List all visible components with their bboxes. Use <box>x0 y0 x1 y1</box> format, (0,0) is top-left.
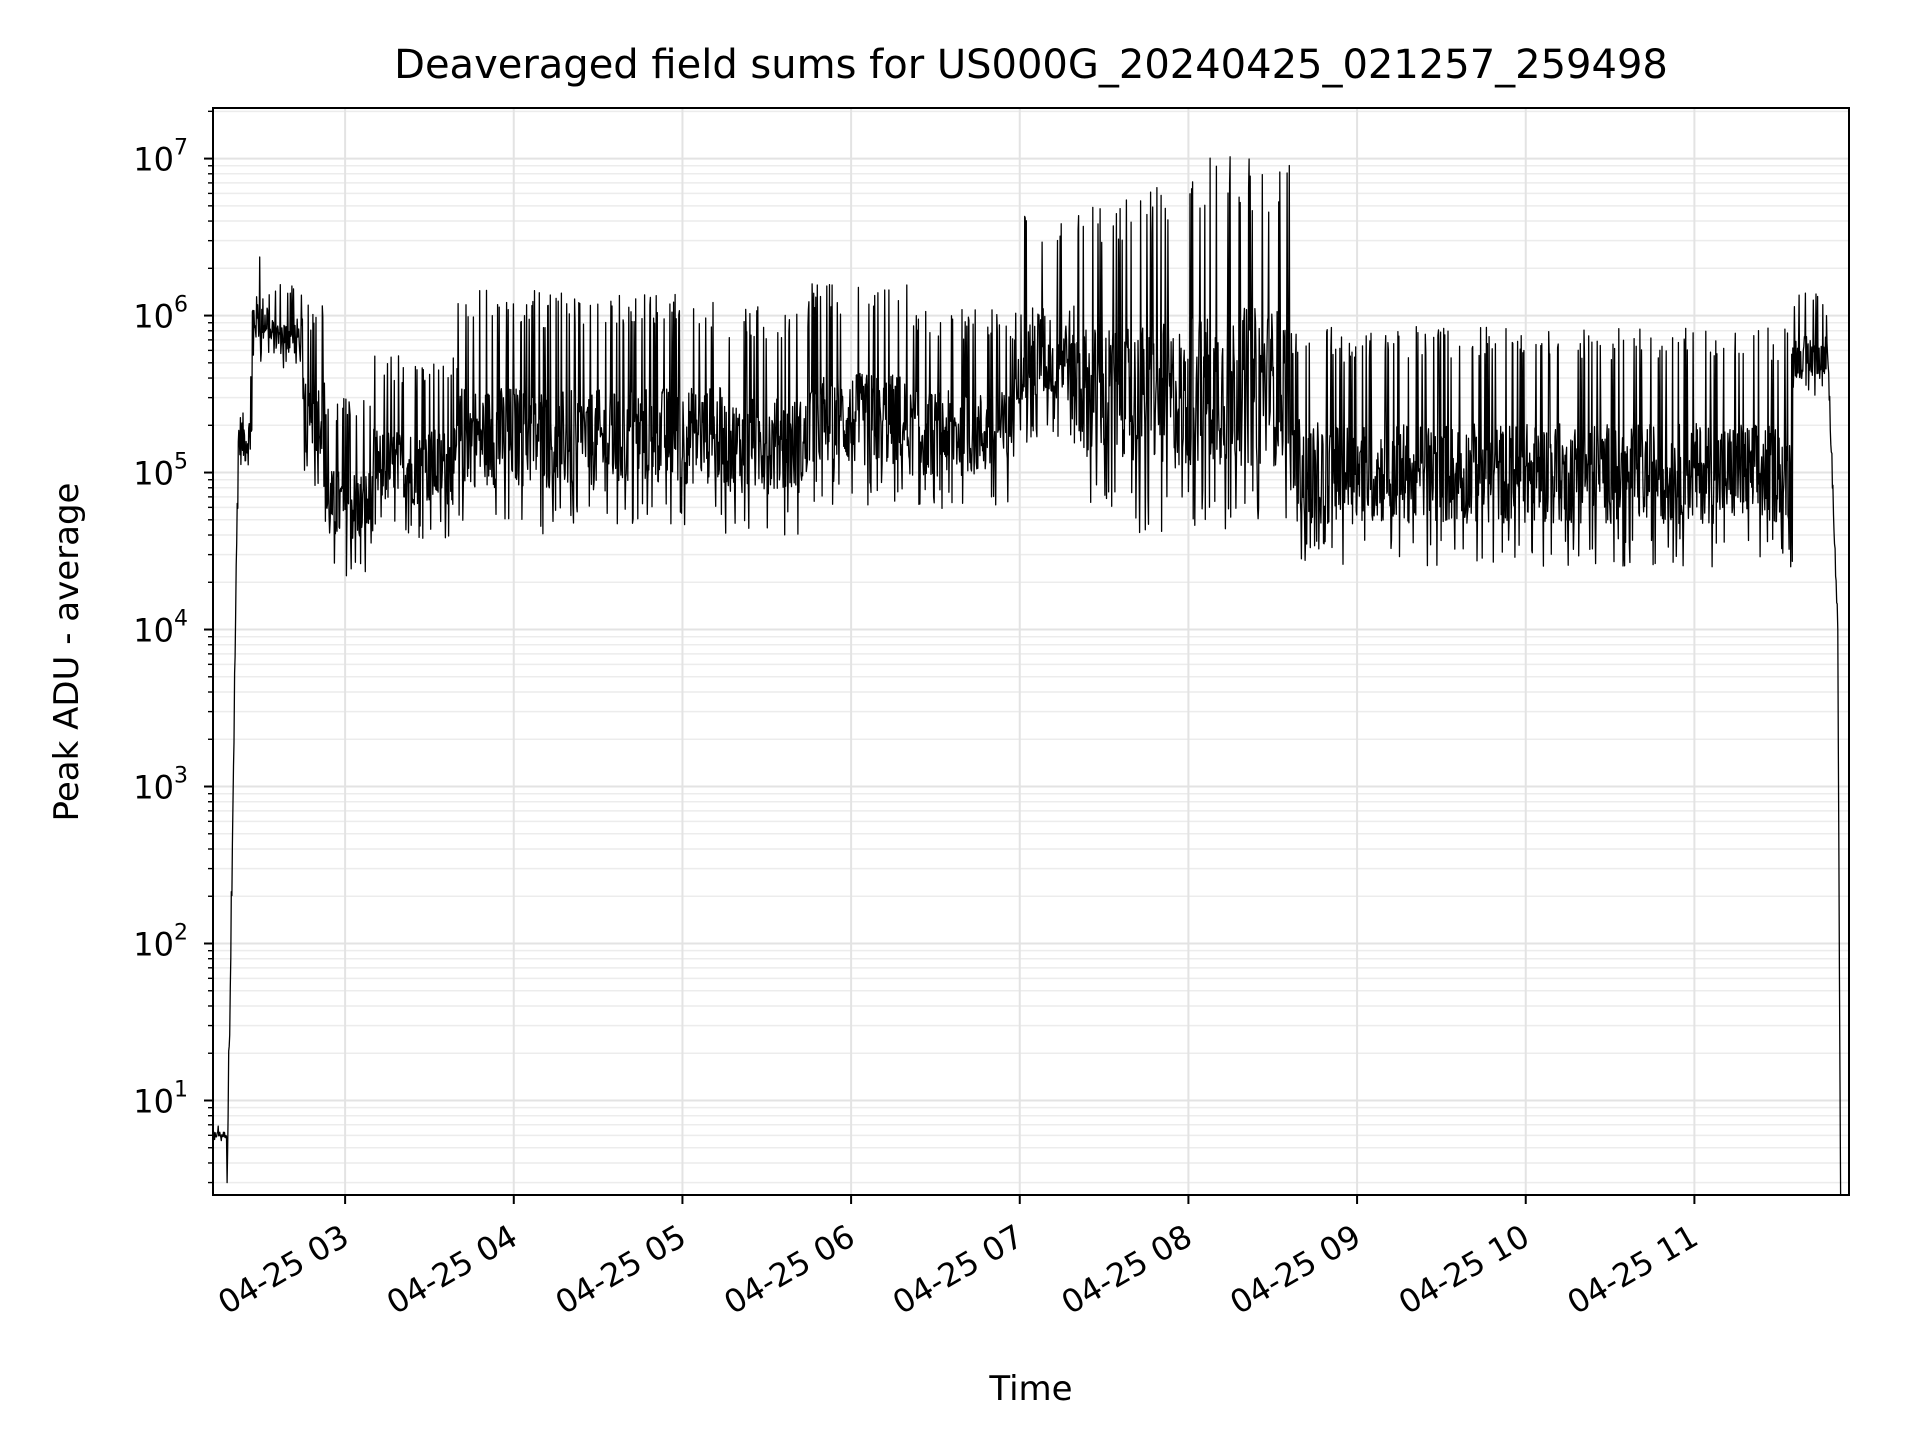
x-tick-label: 04-25 10 <box>1392 1217 1536 1322</box>
x-axis-label: Time <box>988 1369 1072 1409</box>
axis-ticks <box>204 110 1696 1204</box>
y-axis-label: Peak ADU - average <box>47 483 87 822</box>
x-tick-labels: 04-25 03 04-25 04 04-25 05 04-25 06 04-25 07… <box>212 1217 1705 1322</box>
x-tick-label: 04-25 09 <box>1223 1217 1367 1322</box>
y-tick-label: 106 <box>133 293 188 336</box>
y-tick-label: 103 <box>133 764 188 807</box>
y-tick-label: 107 <box>133 136 188 179</box>
x-tick-label: 04-25 07 <box>886 1217 1030 1322</box>
y-tick-labels: 101 102 103 104 105 106 107 <box>133 136 188 1121</box>
x-tick-label: 04-25 04 <box>380 1217 524 1322</box>
y-tick-label: 105 <box>133 450 188 493</box>
x-tick-label: 04-25 08 <box>1055 1217 1199 1322</box>
y-tick-label: 101 <box>133 1077 188 1120</box>
grid <box>213 108 1849 1195</box>
x-tick-label: 04-25 06 <box>717 1217 861 1322</box>
plot-frame <box>212 107 1850 1196</box>
chart-title: Deaveraged field sums for US000G_2024042… <box>394 42 1668 88</box>
series-line <box>212 156 1842 1196</box>
x-tick-label: 04-25 05 <box>549 1217 693 1322</box>
x-tick-label: 04-25 03 <box>212 1217 356 1322</box>
y-tick-label: 102 <box>133 921 188 964</box>
y-tick-label: 104 <box>133 607 188 650</box>
series-layer <box>212 156 1842 1196</box>
x-tick-label: 04-25 11 <box>1561 1217 1705 1322</box>
